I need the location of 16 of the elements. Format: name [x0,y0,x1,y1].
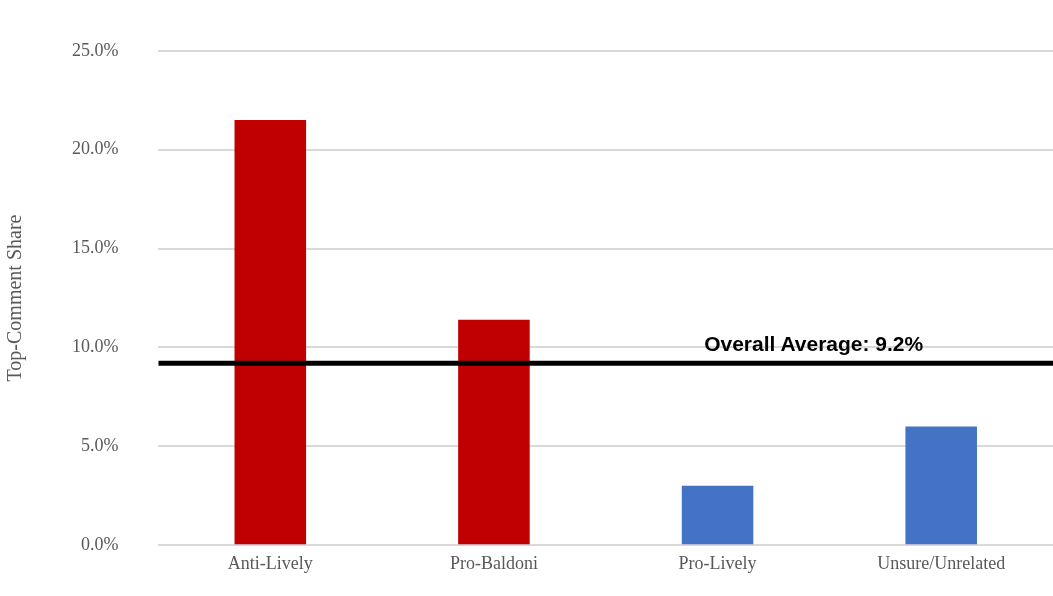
y-tick-label: 5.0% [80,435,119,456]
x-tick-label: Pro-Lively [678,552,757,573]
y-tick-label: 0.0% [80,533,119,554]
bar [458,319,530,545]
y-tick-label: 10.0% [71,336,119,357]
bar [681,485,754,545]
x-tick-label: Pro-Baldoni [449,552,538,573]
bar [905,426,977,545]
ref-line-label: Overall Average: 9.2% [704,331,924,355]
y-tick-label: 15.0% [71,237,119,258]
x-tick-label: Unsure/Unrelated [877,552,1006,573]
y-tick-label: 25.0% [71,39,119,60]
x-tick-label: Anti-Lively [227,552,313,573]
bar [234,120,307,545]
y-axis-title: Top-Comment Share [3,214,27,382]
y-tick-label: 20.0% [71,138,119,159]
